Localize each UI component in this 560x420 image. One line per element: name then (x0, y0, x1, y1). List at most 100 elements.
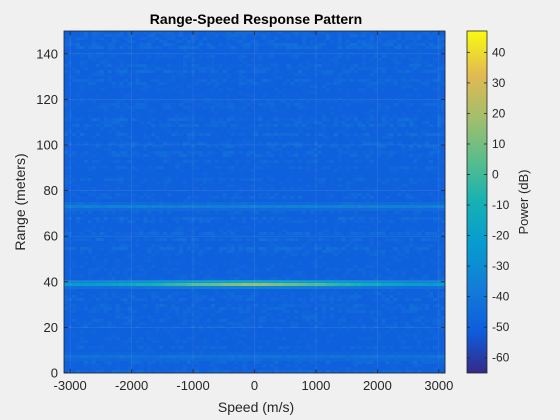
heatmap-cell (71, 64, 77, 68)
heatmap-cell (353, 163, 359, 167)
heatmap-cell (206, 70, 212, 74)
heatmap-cell (167, 76, 172, 80)
heatmap-cell (365, 184, 370, 188)
heatmap-cell (71, 112, 77, 116)
heatmap-cell (159, 37, 164, 41)
heatmap-cell (218, 82, 224, 86)
heatmap-cell (198, 148, 204, 152)
heatmap-cell (337, 145, 343, 149)
heatmap-cell (230, 70, 236, 74)
heatmap-cell (325, 67, 331, 71)
heatmap-cell (258, 76, 263, 80)
heatmap-cell (179, 127, 184, 131)
heatmap-cell (143, 175, 148, 179)
heatmap-cell (210, 112, 216, 116)
heatmap-cell (91, 172, 97, 176)
heatmap-cell (254, 91, 259, 95)
heatmap-cell (401, 178, 406, 182)
heatmap-cell (369, 103, 374, 107)
heatmap-cell (83, 166, 89, 170)
heatmap-cell (437, 88, 442, 92)
heatmap-cell (111, 46, 116, 50)
heatmap-cell (373, 82, 378, 86)
heatmap-cell (254, 67, 259, 71)
heatmap-cell (266, 106, 271, 110)
heatmap-cell (194, 175, 200, 179)
heatmap-cell (64, 187, 69, 191)
heatmap-cell (329, 160, 335, 164)
heatmap-cell (274, 40, 279, 44)
heatmap-cell (103, 49, 109, 53)
heatmap-cell (306, 178, 311, 182)
heatmap-cell (270, 112, 275, 116)
heatmap-cell (95, 40, 101, 44)
heatmap-cell (333, 157, 339, 161)
heatmap-cell (361, 172, 366, 176)
heatmap-cell (365, 58, 370, 62)
heatmap-cell (115, 49, 120, 53)
heatmap-cell (345, 46, 351, 50)
heatmap-cell (179, 49, 184, 53)
heatmap-cell (381, 61, 386, 65)
heatmap-cell (111, 76, 116, 80)
heatmap-cell (151, 154, 156, 158)
heatmap-cell (357, 40, 363, 44)
heatmap-cell (413, 97, 418, 101)
heatmap-cell (425, 178, 430, 182)
heatmap-cell (187, 163, 192, 167)
heatmap-cell (131, 31, 136, 35)
heatmap-cell (345, 61, 351, 65)
heatmap-cell (139, 103, 144, 107)
heatmap-cell (357, 175, 363, 179)
heatmap-cell (206, 94, 212, 98)
heatmap-cell (437, 160, 442, 164)
heatmap-cell (198, 175, 204, 179)
heatmap-cell (191, 97, 196, 101)
heatmap-cell (187, 160, 192, 164)
heatmap-cell (318, 154, 323, 158)
heatmap-cell (433, 175, 438, 179)
heatmap-cell (163, 148, 168, 152)
heatmap-cell (290, 142, 295, 146)
heatmap-cell (365, 124, 370, 128)
heatmap-cell (429, 52, 434, 56)
heatmap-cell (191, 64, 196, 68)
heatmap-cell (234, 154, 239, 158)
heatmap-cell (262, 136, 267, 140)
heatmap-cell (377, 79, 382, 83)
heatmap-cell (230, 157, 236, 161)
heatmap-cell (198, 172, 204, 176)
heatmap-cell (67, 157, 73, 161)
heatmap-cell (194, 31, 200, 35)
heatmap-cell (361, 67, 366, 71)
plot-area (63, 30, 446, 374)
heatmap-cell (377, 181, 382, 185)
heatmap-cell (254, 34, 259, 38)
heatmap-cell (151, 124, 156, 128)
heatmap-cell (179, 145, 184, 149)
heatmap-cell (99, 40, 105, 44)
heatmap-cell (91, 112, 97, 116)
heatmap-cell (377, 145, 382, 149)
heatmap-cell (417, 166, 422, 170)
heatmap-cell (119, 148, 124, 152)
heatmap-cell (191, 127, 196, 131)
heatmap-cell (286, 130, 291, 134)
heatmap-cell (103, 52, 109, 56)
heatmap-cell (191, 121, 196, 125)
heatmap-cell (107, 172, 112, 176)
heatmap-cell (353, 130, 359, 134)
heatmap-cell (191, 37, 196, 41)
heatmap-cell (333, 169, 339, 173)
heatmap-cell (441, 121, 446, 125)
heatmap-cell (373, 166, 378, 170)
heatmap-cell (401, 130, 406, 134)
heatmap-cell (385, 43, 390, 47)
heatmap-cell (151, 70, 156, 74)
heatmap-cell (389, 55, 394, 59)
heatmap-cell (421, 85, 426, 89)
heatmap-cell (159, 118, 164, 122)
heatmap-cell (437, 181, 442, 185)
heatmap-cell (91, 115, 97, 119)
heatmap-cell (294, 112, 299, 116)
